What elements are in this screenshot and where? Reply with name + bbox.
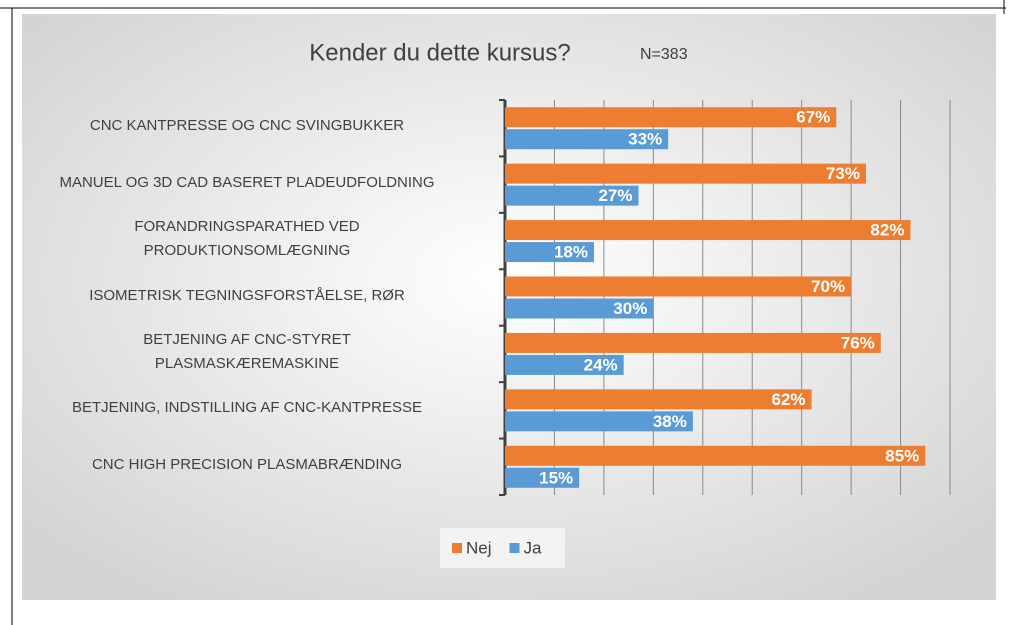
data-label: 62% bbox=[772, 390, 806, 409]
legend-label: Nej bbox=[466, 538, 492, 557]
category-label: MANUEL OG 3D CAD BASERET PLADEUDFOLDNING bbox=[59, 173, 435, 191]
bar bbox=[505, 467, 580, 488]
bar bbox=[505, 220, 911, 241]
legend-swatch bbox=[509, 543, 520, 553]
bar bbox=[505, 389, 812, 410]
bar bbox=[505, 332, 881, 353]
bar bbox=[505, 354, 624, 375]
data-label: 38% bbox=[653, 412, 687, 431]
category-label: CNC HIGH PRECISION PLASMABRÆNDING bbox=[91, 455, 403, 473]
data-label: 24% bbox=[584, 355, 618, 374]
bar bbox=[505, 411, 693, 432]
bar bbox=[505, 445, 926, 466]
legend-swatch bbox=[452, 543, 462, 553]
data-label: 30% bbox=[613, 299, 647, 318]
data-label: 70% bbox=[811, 277, 845, 296]
category-label: CNC KANTPRESSE OG CNC SVINGBUKKER bbox=[89, 117, 405, 135]
data-label: 33% bbox=[628, 130, 662, 149]
category-label: BETJENING, INDSTILLING AF CNC-KANTPRESSE bbox=[71, 399, 423, 417]
category-label: ISOMETRISK TEGNINGSFORSTÅELSE, RØR bbox=[89, 286, 405, 304]
bar bbox=[505, 298, 654, 319]
data-label: 27% bbox=[598, 186, 632, 205]
bar bbox=[505, 129, 669, 150]
annotation: N=383 bbox=[640, 46, 688, 63]
bar bbox=[505, 107, 837, 128]
bar bbox=[505, 276, 852, 297]
legend-label: Ja bbox=[524, 538, 543, 557]
bar bbox=[505, 242, 594, 263]
data-label: 18% bbox=[554, 243, 588, 262]
data-label: 82% bbox=[870, 221, 904, 240]
category-label: FORANDRINGSPARATHED VED PRODUKTIONSOMLÆG… bbox=[134, 218, 360, 260]
data-label: 15% bbox=[539, 468, 573, 487]
data-label: 67% bbox=[796, 108, 830, 127]
category-label: BETJENING AF CNC-STYRET PLASMASKÆREMASKI… bbox=[143, 330, 351, 372]
data-label: 76% bbox=[841, 333, 875, 352]
bar bbox=[505, 185, 639, 206]
chart-title: Kender du dette kursus? bbox=[309, 39, 571, 66]
bar bbox=[505, 163, 866, 184]
data-label: 73% bbox=[826, 164, 860, 183]
data-label: 85% bbox=[885, 446, 919, 465]
